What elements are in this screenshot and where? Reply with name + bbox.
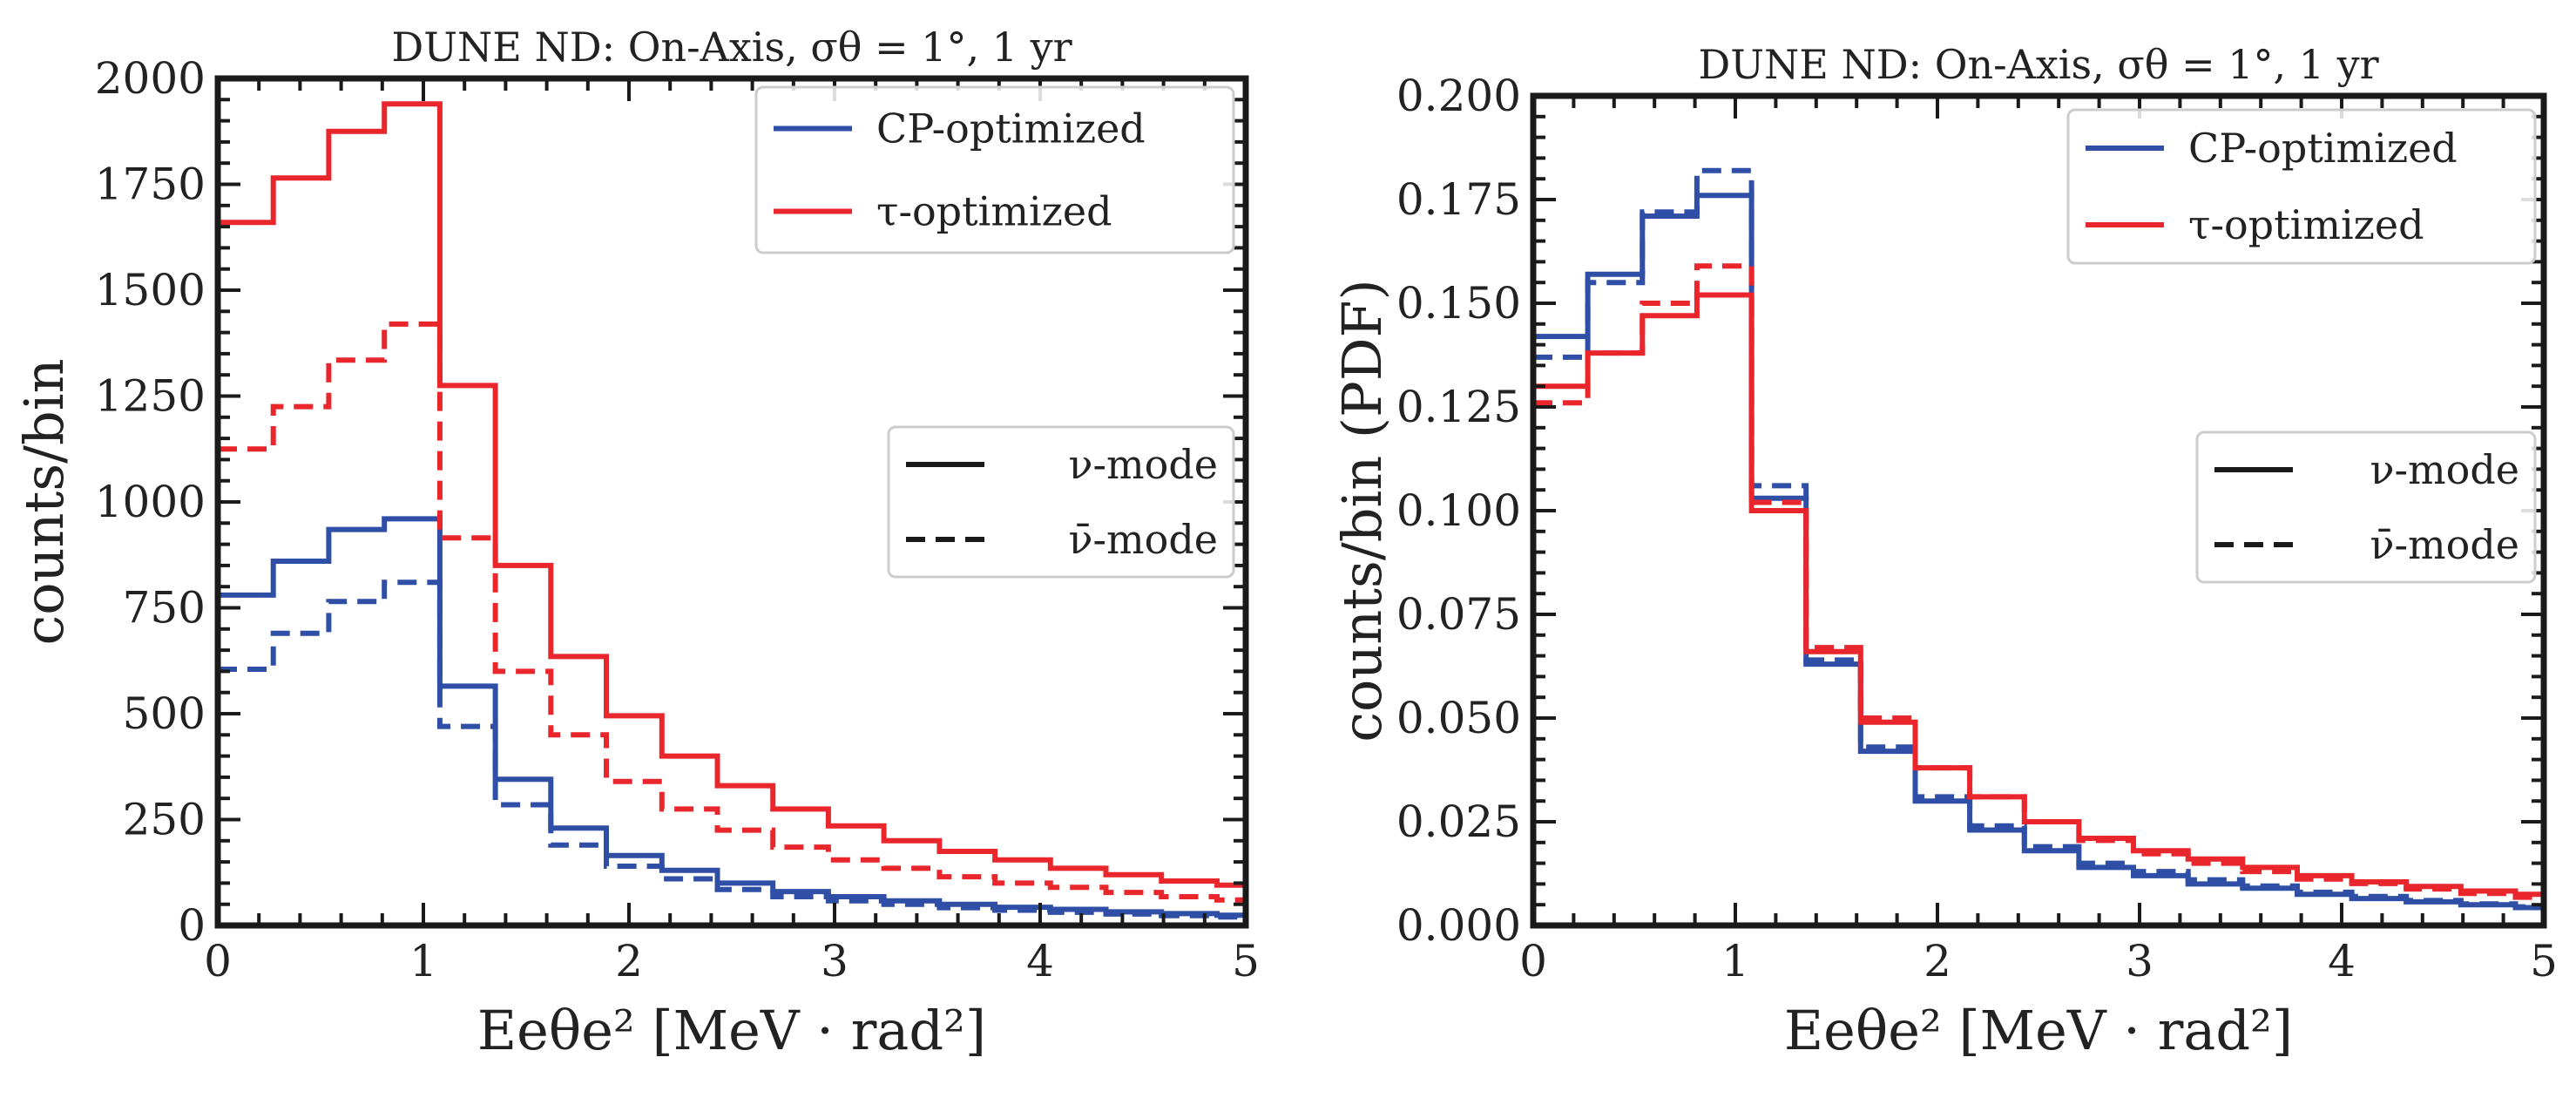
y-tick-label: 1000 — [95, 477, 206, 527]
x-tick-label: 3 — [821, 936, 849, 986]
series-2-line — [218, 580, 1246, 920]
x-tick-label: 2 — [615, 936, 643, 986]
x-tick-label: 5 — [2530, 936, 2558, 986]
legend-optimization: CP-optimized τ-optimized — [754, 85, 1235, 254]
series-4-line — [218, 321, 1246, 903]
legend-optimization: CP-optimized τ-optimized — [2066, 108, 2537, 265]
series-1-line — [1533, 193, 2544, 911]
y-tick-label: 0.175 — [1396, 174, 1521, 225]
y-tick-label: 1250 — [95, 371, 206, 422]
legend-entry-label: ν̄-mode — [1069, 516, 1219, 563]
y-tick-label: 0.150 — [1396, 278, 1521, 329]
legend-entry-label: ν-mode — [2370, 446, 2520, 493]
x-tick-label: 4 — [2328, 936, 2356, 986]
legend-entry-label: CP-optimized — [876, 105, 1146, 152]
y-tick-label: 1500 — [95, 265, 206, 315]
x-tick-label: 5 — [1232, 936, 1260, 986]
legend-entry-label: CP-optimized — [2188, 125, 2458, 172]
y-tick-label: 0.050 — [1396, 693, 1521, 743]
legend-box — [2066, 108, 2537, 265]
x-tick-label: 2 — [1924, 936, 1951, 986]
y-tick-label: 0.125 — [1396, 382, 1521, 432]
legend-entry-label: τ-optimized — [876, 188, 1112, 235]
y-tick-label: 0.100 — [1396, 485, 1521, 536]
y-tick-label: 0.025 — [1396, 796, 1521, 847]
series-1-line — [218, 516, 1246, 918]
x-axis-label: Eeθe² [MeV · rad²] — [1784, 999, 2293, 1062]
y-axis-label: counts/bin — [12, 359, 76, 646]
x-tick-label: 1 — [1721, 936, 1749, 986]
chart-title: DUNE ND: On-Axis, σθ = 1°, 1 yr — [391, 24, 1072, 71]
x-tick-label: 3 — [2126, 936, 2153, 986]
legend-box — [754, 85, 1235, 254]
x-axis-label: Eeθe² [MeV · rad²] — [477, 999, 986, 1062]
series-3-line — [1533, 292, 2544, 898]
y-axis-label: counts/bin (PDF) — [1330, 279, 1394, 742]
series-3-line — [218, 101, 1246, 888]
x-tick-label: 1 — [409, 936, 437, 986]
series-2-line — [1533, 167, 2544, 910]
legend-entry-label: ν-mode — [1069, 441, 1219, 488]
x-tick-label: 4 — [1026, 936, 1054, 986]
y-tick-label: 250 — [123, 795, 206, 845]
x-tick-label: 0 — [1519, 936, 1547, 986]
legend-entry-label: ν̄-mode — [2370, 521, 2520, 568]
legend-entry-label: τ-optimized — [2188, 201, 2424, 248]
legend-mode: ν-mode ν̄-mode — [2195, 430, 2537, 584]
series-4-line — [1533, 263, 2544, 900]
y-tick-label: 0.000 — [1396, 900, 1521, 951]
y-tick-label: 0.200 — [1396, 71, 1521, 121]
y-tick-label: 0 — [178, 900, 206, 951]
y-tick-label: 2000 — [95, 53, 206, 104]
right-panel: 0 1 2 3 4 5 0.000 0.025 0.050 0.075 0.100 0.125 0.15… — [1330, 41, 2558, 1062]
y-tick-label: 0.075 — [1396, 589, 1521, 640]
left-panel: 0 1 2 3 4 5 0 250 500 750 1000 1250 1500 1750 2000 DUNE… — [12, 24, 1260, 1062]
legend-mode: ν-mode ν̄-mode — [887, 425, 1235, 579]
x-tick-label: 0 — [204, 936, 232, 986]
chart-title: DUNE ND: On-Axis, σθ = 1°, 1 yr — [1698, 41, 2378, 88]
y-tick-label: 1750 — [95, 159, 206, 210]
y-tick-label: 500 — [123, 688, 206, 739]
y-tick-label: 750 — [123, 583, 206, 634]
